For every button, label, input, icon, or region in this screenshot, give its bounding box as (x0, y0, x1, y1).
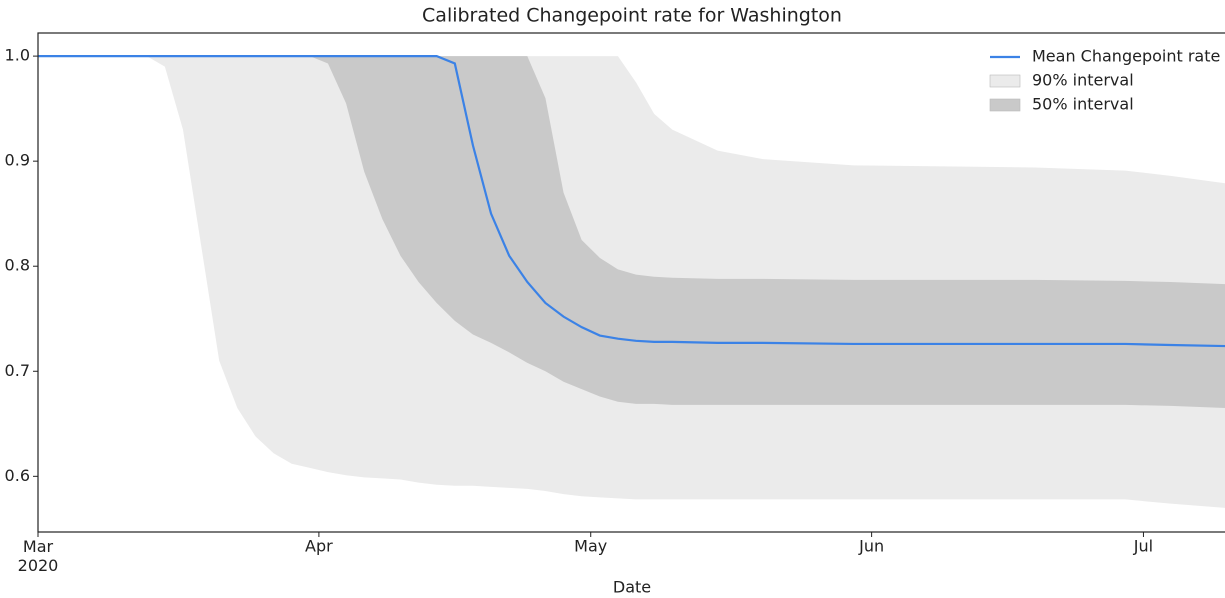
x-axis-label: Date (613, 578, 651, 597)
y-tick-label: 0.8 (5, 256, 30, 275)
x-tick-label: Apr (305, 537, 333, 556)
mean-line (38, 55, 1225, 348)
x-tick-label-line: 2020 (18, 556, 59, 575)
chart-title: Calibrated Changepoint rate for Washingt… (422, 5, 842, 27)
y-tick-label: 0.7 (5, 361, 30, 380)
x-tick-label: Jul (1133, 537, 1153, 556)
y-tick-label: 0.6 (5, 466, 30, 485)
x-tick-label: Jun (858, 537, 884, 556)
y-tick-label: 0.9 (5, 151, 30, 170)
x-tick-label: Mar 2020 (18, 537, 59, 575)
y-tick-label: 1.0 (5, 46, 30, 65)
interval-band (38, 56, 1225, 409)
legend-label: Mean Changepoint rate (1032, 47, 1220, 66)
x-tick-label: May (574, 537, 607, 556)
legend-swatch (989, 74, 1021, 88)
legend-label: 50% interval (1032, 95, 1134, 114)
plot-frame (37, 32, 1225, 533)
x-tick-label-line: Mar (23, 537, 54, 556)
legend-swatch (989, 98, 1021, 112)
legend-label: 90% interval (1032, 71, 1134, 90)
